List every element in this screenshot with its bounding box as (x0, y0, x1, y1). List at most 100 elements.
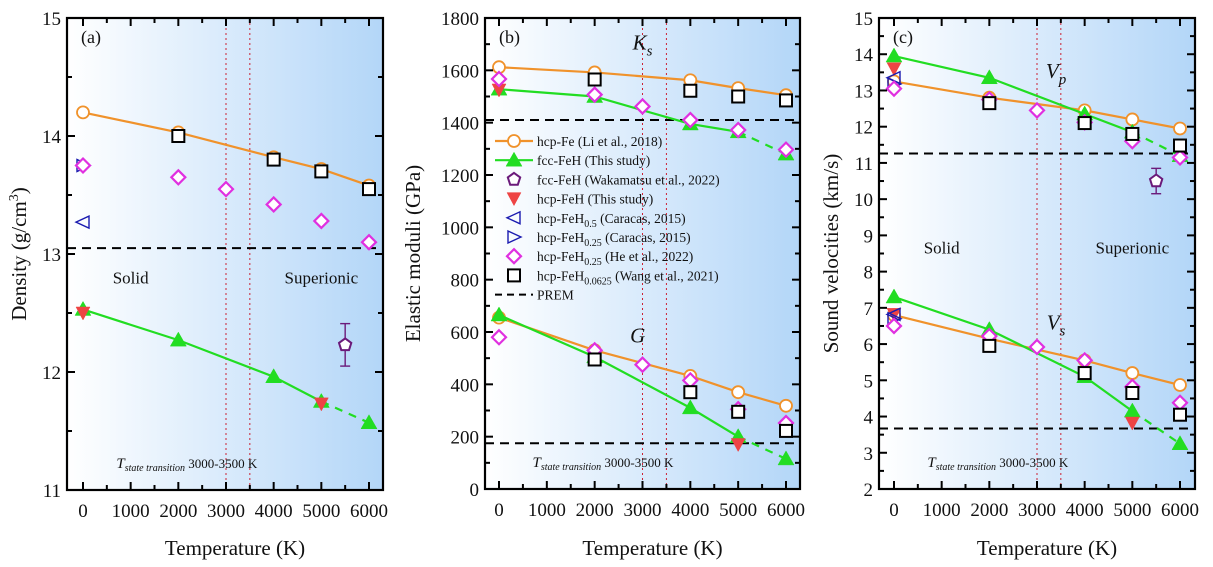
legend: hcp-Fe (Li et al., 2018) fcc-FeH (This st… (495, 134, 720, 303)
series-caracas (74, 215, 90, 230)
data-point (633, 356, 652, 374)
data-point (1173, 378, 1187, 392)
legend-label: fcc-FeH (This study) (537, 153, 650, 168)
series-line (893, 54, 1133, 134)
x-tick-label: 4000 (1066, 500, 1104, 521)
transition-annotation: Tstate transition 3000-3500 K (927, 455, 1068, 473)
y-tick-label: 13 (42, 245, 61, 266)
data-point (885, 307, 901, 322)
y-tick-label: 1200 (441, 166, 479, 187)
y-tick-label: 9 (864, 226, 874, 247)
data-point (1171, 148, 1189, 167)
data-point (1173, 138, 1187, 153)
x-tick-label: 5000 (302, 501, 340, 522)
x-tick-label: 5000 (1113, 500, 1151, 521)
data-point (885, 80, 903, 98)
data-point (731, 404, 746, 419)
quantity-label: Ks (632, 30, 653, 59)
data-point (169, 331, 187, 347)
legend-label: hcp-FeH (This study) (537, 192, 653, 207)
data-point (360, 233, 378, 251)
data-point (74, 215, 90, 230)
x-tick-label: 0 (889, 500, 899, 521)
y-tick-label: 15 (42, 9, 61, 30)
y-tick-label: 15 (854, 9, 873, 30)
series-he (74, 156, 378, 251)
y-tick-label: 8 (864, 263, 874, 284)
panel-tag: (a) (81, 27, 101, 48)
data-point (1028, 101, 1046, 119)
x-tick-label: 1000 (923, 500, 961, 521)
y-tick-label: 1600 (441, 61, 479, 82)
data-point (683, 83, 698, 98)
x-tick-label: 2000 (159, 501, 197, 522)
panel-0: Solid Superionic Tstate transition 3000-35… (7, 9, 388, 560)
y-tick-label: 5 (864, 371, 874, 392)
data-point (169, 168, 187, 186)
data-point (75, 306, 91, 321)
data-point (633, 97, 652, 115)
data-point (587, 352, 602, 367)
legend-entry: hcp-Fe (Li et al., 2018) (495, 134, 662, 149)
legend-marker (507, 268, 521, 283)
data-point (314, 164, 329, 179)
x-tick-label: 6000 (350, 501, 388, 522)
legend-marker (505, 247, 523, 265)
x-tick-label: 0 (78, 501, 88, 522)
legend-entry: hcp-FeH (This study) (506, 192, 653, 207)
x-tick-label: 6000 (1161, 500, 1199, 521)
data-point (360, 414, 378, 429)
data-point (171, 129, 186, 143)
legend-label: hcp-FeH0.0625 (Wang et al., 2021) (537, 268, 719, 287)
data-point (265, 368, 283, 383)
panel-1: Tstate transition 3000-3500 K Ks G 0 1000 200… (401, 9, 805, 560)
data-point (731, 89, 746, 104)
data-point (729, 121, 747, 139)
data-point (777, 450, 795, 466)
x-tick-label: 1000 (112, 501, 150, 522)
legend-entry: fcc-FeH (Wakamatsu et al., 2022) (506, 171, 720, 187)
y-tick-label: 12 (854, 118, 873, 139)
data-point (681, 399, 699, 415)
data-point (982, 96, 997, 111)
data-point (337, 337, 353, 352)
y-tick-label: 200 (451, 428, 480, 449)
y-tick-label: 14 (42, 127, 62, 148)
series-wakamatsu (1148, 167, 1164, 195)
data-point (586, 86, 604, 104)
y-tick-label: 6 (864, 335, 874, 356)
legend-entry: PREM (495, 288, 574, 303)
series-hcp_feh (75, 306, 329, 412)
x-tick-label: 0 (494, 500, 504, 521)
data-point (490, 328, 508, 346)
series-wakamatsu (337, 322, 353, 367)
data-point (312, 212, 330, 230)
transition-annotation: Tstate transition 3000-3500 K (532, 455, 673, 473)
data-point (266, 152, 281, 167)
legend-marker (506, 192, 522, 207)
region-label-solid: Solid (113, 269, 149, 288)
quantity-label: G (630, 323, 645, 347)
y-tick-label: 14 (854, 45, 874, 66)
series-wang (982, 96, 1187, 422)
data-point (777, 141, 795, 159)
y-tick-label: 400 (451, 375, 480, 396)
x-tick-label: 4000 (671, 500, 709, 521)
y-tick-label: 4 (864, 408, 874, 429)
y-axis-title: Elastic moduli (GPa) (401, 165, 425, 342)
legend-marker (506, 171, 522, 186)
series-line-dashed (1131, 410, 1181, 445)
x-axis-title: Temperature (K) (582, 536, 722, 560)
legend-label: PREM (537, 288, 574, 303)
legend-entry: hcp-FeH0.25 (He et al., 2022) (505, 247, 693, 268)
legend-entry: hcp-FeH0.5 (Caracas, 2015) (505, 210, 686, 230)
legend-marker (505, 151, 523, 167)
data-point (313, 397, 329, 412)
x-tick-label: 1000 (528, 500, 566, 521)
y-tick-label: 2 (864, 480, 874, 501)
data-point (731, 385, 746, 400)
data-point (1148, 173, 1164, 188)
data-point (490, 70, 508, 88)
series-line (498, 313, 739, 438)
region-label-solid: Solid (924, 239, 960, 258)
